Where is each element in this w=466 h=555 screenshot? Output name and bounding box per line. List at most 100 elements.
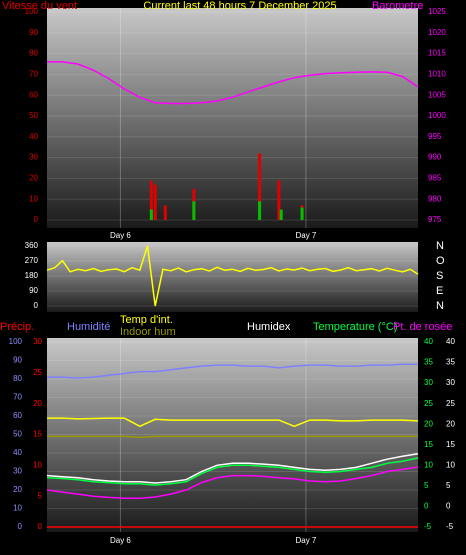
y-tick-label: 20 [13,485,22,494]
y-tick-label: 10 [29,194,38,203]
y-tick-label: 40 [29,132,38,141]
bar [300,207,304,220]
legend-label: Temp d'int. [120,314,173,326]
y-tick-label: N [436,240,444,252]
bar [277,180,281,220]
y-tick-label: 985 [428,174,442,183]
legend-label: Humidex [247,321,291,333]
y-tick-label: 40 [446,337,455,346]
x-tick-label: Day 6 [110,536,131,545]
data-line [47,363,418,379]
y-tick-label: 20 [29,174,38,183]
y-tick-label: 90 [29,28,38,37]
y-tick-label: 0 [18,522,23,531]
y-tick-label: O [436,255,445,267]
bar [163,205,167,220]
y-tick-label: -5 [446,522,454,531]
y-tick-label: 360 [25,241,39,250]
y-tick-label: 980 [428,194,442,203]
bar [192,201,196,220]
plot-background [47,338,418,532]
y-tick-label: 990 [428,153,442,162]
y-tick-label: 40 [424,337,433,346]
y-tick-label: 60 [29,90,38,99]
y-tick-label: 180 [25,271,39,280]
y-tick-label: 5 [446,481,451,490]
y-tick-label: 270 [25,256,39,265]
legend-label: Précip. [0,321,34,333]
y-tick-label: 5 [38,491,43,500]
chart-title: Current last 48 hours 7 December 2025 [143,0,336,12]
bar [258,201,262,220]
y-tick-label: 70 [13,393,22,402]
y-tick-label: 50 [29,111,38,120]
y-tick-label: 10 [424,460,433,469]
y-tick-label: 10 [13,504,22,513]
y-tick-label: 0 [34,215,39,224]
y-tick-label: 30 [446,378,455,387]
y-tick-label: 0 [38,522,43,531]
y-tick-label: 60 [13,411,22,420]
data-line [47,61,419,105]
legend-label: Humidité [67,321,110,333]
y-tick-label: 80 [13,374,22,383]
y-tick-label: 20 [446,419,455,428]
y-tick-label: 30 [33,337,42,346]
y-tick-label: 25 [446,399,455,408]
y-tick-label: 30 [424,378,433,387]
y-tick-label: 90 [29,286,38,295]
bar [258,153,262,220]
y-tick-label: 30 [29,153,38,162]
data-line [46,457,419,486]
data-line [46,453,419,484]
y-tick-label: 1010 [428,70,446,79]
y-tick-label: 30 [13,467,22,476]
bar [149,209,153,220]
y-tick-label: 35 [446,358,455,367]
bar [149,180,153,220]
bar [279,209,283,220]
y-tick-label: 70 [29,70,38,79]
y-tick-label: S [436,270,443,282]
y-tick-label: 995 [428,132,442,141]
x-tick-label: Day 7 [295,231,316,240]
y-tick-label: N [436,300,444,312]
legend-label: Temperature (°C) [313,321,397,333]
y-tick-label: 25 [33,368,42,377]
x-tick-label: Day 6 [110,231,131,240]
data-line [46,245,419,307]
y-tick-label: 15 [33,430,42,439]
data-line [47,435,418,439]
y-tick-label: 15 [424,440,433,449]
legend-label: Indoor hum [120,326,176,338]
y-tick-label: 1000 [428,111,446,120]
plot-background [47,242,418,312]
y-tick-label: 40 [13,448,22,457]
data-line [46,466,419,499]
y-tick-label: 25 [424,399,433,408]
y-tick-label: 100 [25,7,39,16]
y-tick-label: -5 [424,522,432,531]
bar [153,184,157,220]
y-tick-label: E [436,285,443,297]
y-tick-label: 1015 [428,49,446,58]
y-tick-label: 1020 [428,28,446,37]
axis-title: Barometre [372,0,423,12]
data-line [47,417,419,428]
y-tick-label: 1025 [428,7,446,16]
y-tick-label: 0 [34,301,39,310]
y-tick-label: 975 [428,215,442,224]
y-tick-label: 0 [446,502,451,511]
y-tick-label: 80 [29,49,38,58]
y-tick-label: 10 [33,460,42,469]
y-tick-label: 100 [9,337,23,346]
legend-label: Pt. de rosée [393,321,452,333]
y-tick-label: 20 [424,419,433,428]
y-tick-label: 15 [446,440,455,449]
axis-title: Vitesse du vent [2,0,77,12]
y-tick-label: 50 [13,430,22,439]
y-tick-label: 1005 [428,90,446,99]
y-tick-label: 20 [33,399,42,408]
plot-background [47,8,418,228]
